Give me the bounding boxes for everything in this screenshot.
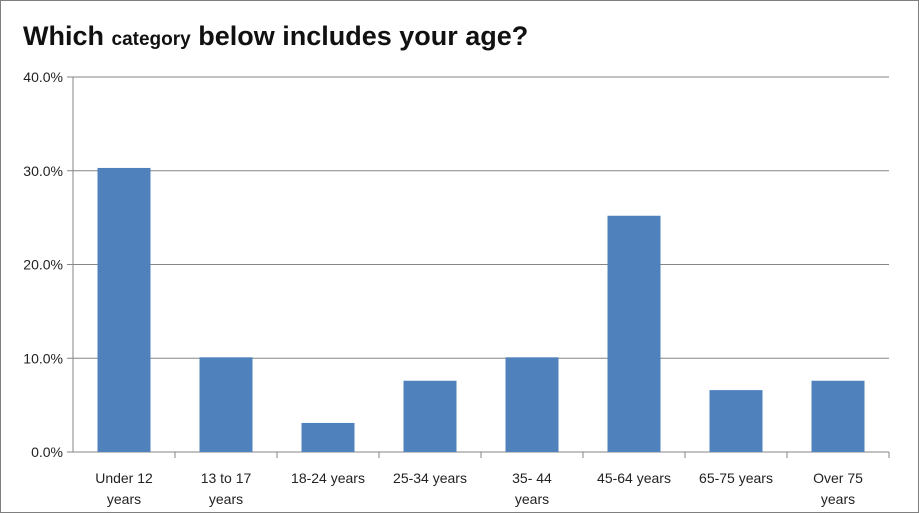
bar bbox=[199, 357, 253, 452]
x-tick-label: 65-75 years bbox=[699, 470, 773, 486]
y-tick-label: 40.0% bbox=[23, 69, 63, 85]
chart-title: Which category below includes your age? bbox=[23, 21, 528, 52]
x-tick-label: years bbox=[821, 491, 855, 507]
x-tick-label: years bbox=[515, 491, 549, 507]
y-tick-label: 10.0% bbox=[23, 350, 63, 366]
bar bbox=[403, 380, 457, 452]
x-tick-label: 18-24 years bbox=[291, 470, 365, 486]
y-tick-label: 0.0% bbox=[31, 444, 63, 460]
bar bbox=[301, 422, 355, 452]
bar bbox=[709, 390, 763, 452]
x-tick-label: 35- 44 bbox=[512, 470, 552, 486]
x-tick-label: 13 to 17 bbox=[201, 470, 252, 486]
x-tick-label: 25-34 years bbox=[393, 470, 467, 486]
title-part-1: Which bbox=[23, 21, 104, 51]
y-tick-label: 20.0% bbox=[23, 257, 63, 273]
title-part-3: below includes your age? bbox=[198, 21, 529, 51]
x-tick-label: years bbox=[209, 491, 243, 507]
x-tick-label: Over 75 bbox=[813, 470, 863, 486]
x-tick-label: Under 12 bbox=[95, 470, 153, 486]
x-tick-label: 45-64 years bbox=[597, 470, 671, 486]
x-tick-label: years bbox=[107, 491, 141, 507]
title-part-2: category bbox=[111, 29, 191, 50]
bar bbox=[607, 215, 661, 452]
bar bbox=[505, 357, 559, 452]
bar bbox=[97, 167, 151, 452]
y-tick-label: 30.0% bbox=[23, 163, 63, 179]
bar bbox=[811, 380, 865, 452]
